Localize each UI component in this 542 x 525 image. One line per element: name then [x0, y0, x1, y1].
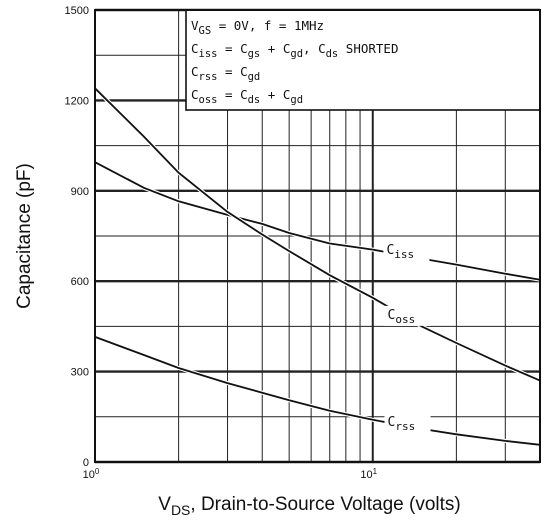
y-axis-label: Capacitance (pF) — [14, 163, 35, 309]
y-tick-label: 900 — [71, 186, 89, 198]
x-axis-label: VDS, Drain-to-Source Voltage (volts) — [158, 494, 460, 518]
series-halo — [95, 162, 540, 280]
series-line-ciss — [95, 162, 540, 280]
x-axis-label-sub: DS — [171, 502, 190, 518]
y-tick-label: 1500 — [65, 5, 89, 17]
series-halo — [95, 337, 540, 445]
x-axis-label-prefix: V — [158, 494, 171, 515]
series-halo — [95, 88, 540, 380]
y-tick-label: 0 — [83, 457, 89, 469]
x-tick-label: 101 — [360, 467, 377, 482]
x-tick-label: 100 — [83, 467, 100, 482]
y-tick-label: 1200 — [65, 95, 89, 107]
series-line-crss — [95, 337, 540, 445]
x-axis-label-rest: , Drain-to-Source Voltage (volts) — [190, 494, 460, 515]
series-line-coss — [95, 88, 540, 380]
y-tick-label: 300 — [71, 367, 89, 379]
y-tick-label: 600 — [71, 276, 89, 288]
